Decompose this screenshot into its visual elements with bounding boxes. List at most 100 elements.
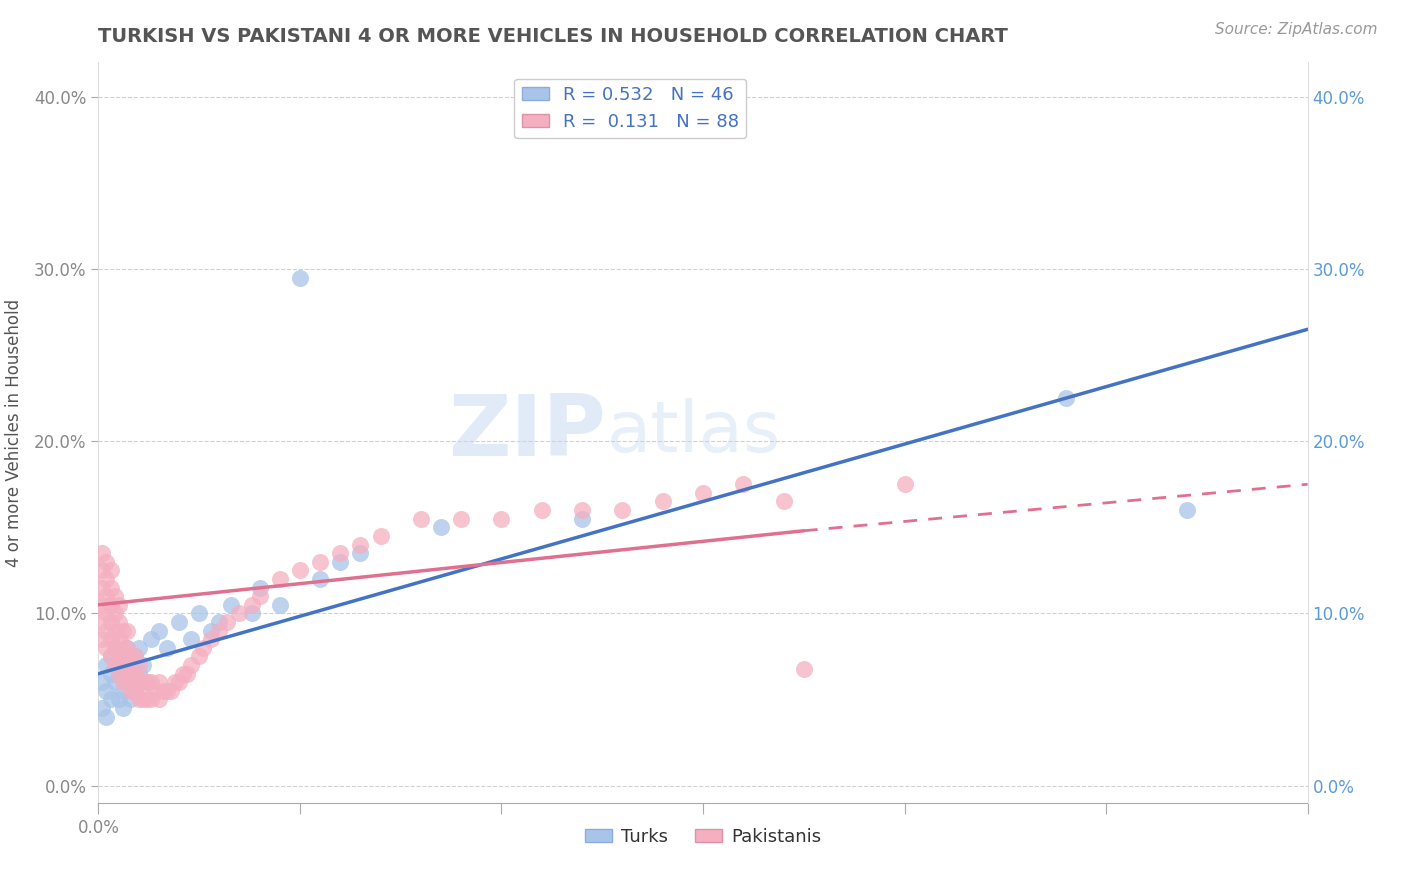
Point [370, 529, 392, 543]
Point [329, 555, 352, 569]
Point [200, 632, 222, 647]
Point [128, 666, 150, 681]
Text: ZIP: ZIP [449, 391, 606, 475]
Point [163, 675, 186, 690]
Legend: R = 0.532   N = 46, R =  0.131   N = 88: R = 0.532 N = 46, R = 0.131 N = 88 [515, 78, 747, 138]
Point [103, 675, 125, 690]
Point [115, 624, 138, 638]
Point [124, 666, 146, 681]
Point [100, 598, 122, 612]
Point [309, 555, 332, 569]
Point [772, 494, 794, 508]
Point [120, 666, 142, 681]
Point [288, 270, 311, 285]
Point [111, 675, 134, 690]
Text: Source: ZipAtlas.com: Source: ZipAtlas.com [1215, 22, 1378, 37]
Point [571, 503, 593, 517]
Point [692, 486, 714, 500]
Point [128, 692, 150, 706]
Point [349, 537, 371, 551]
Point [530, 503, 553, 517]
Point [96, 640, 118, 655]
Point [100, 666, 122, 681]
Point [240, 598, 263, 612]
Point [156, 684, 179, 698]
Point [91, 701, 114, 715]
Point [120, 692, 142, 706]
Point [107, 598, 129, 612]
Point [103, 607, 125, 621]
Point [103, 640, 125, 655]
Point [91, 546, 114, 560]
Point [180, 658, 202, 673]
Point [96, 684, 118, 698]
Point [152, 684, 174, 698]
Point [156, 640, 179, 655]
Point [107, 692, 129, 706]
Point [139, 632, 162, 647]
Point [893, 477, 915, 491]
Point [288, 563, 311, 577]
Point [91, 598, 114, 612]
Point [172, 666, 194, 681]
Point [124, 649, 146, 664]
Text: atlas: atlas [606, 398, 780, 467]
Point [135, 692, 157, 706]
Point [240, 607, 263, 621]
Point [120, 684, 142, 698]
Point [96, 607, 118, 621]
Point [96, 589, 118, 603]
Point [91, 632, 114, 647]
Y-axis label: 4 or more Vehicles in Household: 4 or more Vehicles in Household [6, 299, 22, 566]
Point [143, 684, 166, 698]
Point [167, 675, 190, 690]
Point [115, 658, 138, 673]
Point [103, 624, 125, 638]
Point [100, 581, 122, 595]
Point [115, 640, 138, 655]
Point [221, 598, 243, 612]
Point [409, 512, 432, 526]
Point [148, 624, 170, 638]
Point [107, 649, 129, 664]
Point [132, 675, 155, 690]
Point [269, 598, 291, 612]
Point [100, 649, 122, 664]
Point [115, 675, 138, 690]
Point [193, 640, 215, 655]
Point [124, 684, 146, 698]
Point [733, 477, 755, 491]
Point [96, 555, 118, 569]
Point [111, 624, 134, 638]
Point [430, 520, 453, 534]
Point [208, 615, 231, 629]
Point [148, 692, 170, 706]
Point [103, 589, 125, 603]
Point [91, 581, 114, 595]
Point [91, 675, 114, 690]
Point [1054, 391, 1077, 405]
Point [96, 624, 118, 638]
Point [115, 640, 138, 655]
Point [148, 675, 170, 690]
Point [309, 572, 332, 586]
Point [111, 701, 134, 715]
Point [124, 684, 146, 698]
Point [128, 658, 150, 673]
Point [111, 684, 134, 698]
Point [128, 675, 150, 690]
Point [107, 666, 129, 681]
Point [107, 649, 129, 664]
Point [124, 649, 146, 664]
Point [100, 615, 122, 629]
Point [571, 512, 593, 526]
Point [135, 675, 157, 690]
Point [135, 675, 157, 690]
Point [120, 649, 142, 664]
Point [111, 658, 134, 673]
Point [208, 624, 231, 638]
Point [180, 632, 202, 647]
Point [100, 563, 122, 577]
Point [612, 503, 634, 517]
Text: TURKISH VS PAKISTANI 4 OR MORE VEHICLES IN HOUSEHOLD CORRELATION CHART: TURKISH VS PAKISTANI 4 OR MORE VEHICLES … [98, 27, 1008, 45]
